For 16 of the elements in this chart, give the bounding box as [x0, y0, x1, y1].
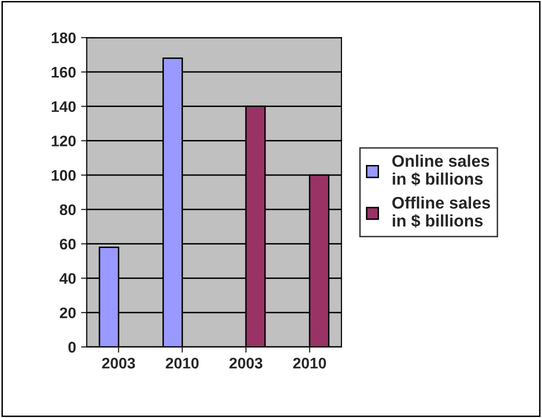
y-tick-label: 160: [52, 66, 76, 78]
legend-label: Offline sales in $ billions: [392, 196, 490, 228]
y-tick-label: 80: [60, 204, 76, 216]
x-tick-label: 2003: [229, 358, 262, 369]
x-tick-label: 2010: [166, 358, 199, 369]
x-tick-label: 2003: [102, 358, 136, 369]
x-tick-label: 2010: [293, 358, 326, 369]
y-tick-label: 140: [52, 101, 76, 112]
y-tick-label: 100: [52, 170, 76, 181]
y-tick-label: 120: [52, 136, 76, 146]
y-tick-label: 180: [52, 32, 76, 44]
y-tick-label: 40: [60, 273, 76, 284]
y-tick-label: 60: [60, 238, 76, 250]
legend-label: Online sales in $ billions: [392, 154, 490, 186]
y-tick-label: 20: [60, 307, 76, 318]
y-tick-label: 0: [68, 342, 76, 353]
